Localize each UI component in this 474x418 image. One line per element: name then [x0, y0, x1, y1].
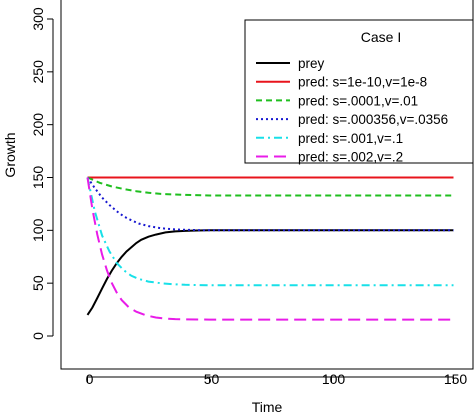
y-tick-label: 100	[30, 218, 46, 242]
legend-box	[244, 19, 474, 164]
series-line	[86, 176, 454, 232]
legend-label: pred: s=1e-10,v=1e-8	[298, 75, 427, 90]
y-axis: 0 50 100 150 200 250 300	[30, 7, 54, 340]
x-tick-label: 100	[322, 371, 346, 387]
legend-label: pred: s=.002,v=.2	[298, 150, 403, 165]
series-line	[86, 229, 454, 316]
series-line	[87, 176, 454, 197]
legend-items: prey pred: s=1e-10,v=1e-8 pred: s=.0001,v=…	[256, 56, 448, 165]
series-line	[86, 177, 454, 321]
x-tick-label: 50	[204, 371, 220, 387]
legend-title: Case I	[361, 29, 401, 45]
series-line	[86, 177, 454, 287]
x-axis-label: Time	[252, 399, 283, 415]
x-tick-label: 0	[86, 371, 94, 387]
y-axis-label: Growth	[2, 132, 18, 177]
x-axis: 0 50 100 150	[86, 371, 468, 387]
x-tick-label: 150	[444, 371, 468, 387]
y-tick-label: 50	[30, 275, 46, 291]
series-layer	[86, 176, 454, 321]
legend-label: pred: s=.0001,v=.01	[298, 93, 418, 108]
y-tick-label: 150	[30, 166, 46, 190]
y-tick-label: 300	[30, 7, 46, 31]
y-tick-label: 0	[30, 332, 46, 340]
legend-label: pred: s=.001,v=.1	[298, 131, 403, 146]
y-tick-label: 250	[30, 60, 46, 84]
plot-frame	[60, 0, 474, 370]
legend-label: prey	[298, 56, 325, 71]
legend: Case I prey pred: s=1e-10,v=1e-8 pred: s=.…	[244, 19, 474, 165]
legend-label: pred: s=.000356,v=.0356	[298, 112, 448, 127]
y-tick-label: 200	[30, 113, 46, 137]
